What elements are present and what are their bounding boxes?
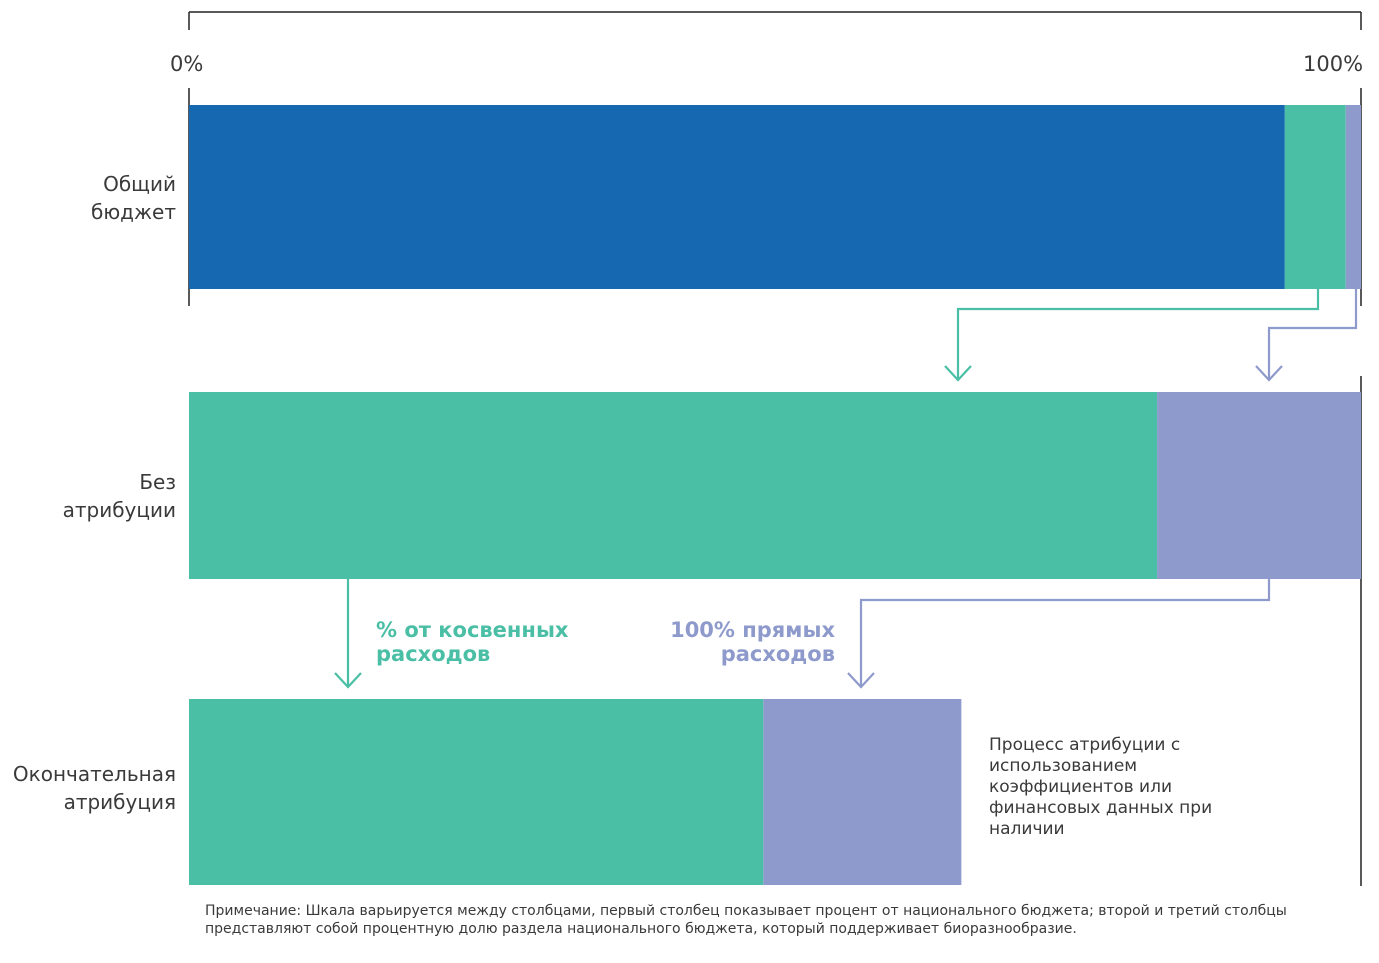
row-label-no-attribution: Без атрибуции bbox=[63, 468, 176, 524]
indirect-flow-arrow-1 bbox=[944, 289, 1320, 382]
direct-flow-arrow-2-line bbox=[859, 579, 1271, 687]
row-label-line: атрибуция bbox=[63, 790, 176, 814]
flow-label-line: 100% прямых bbox=[670, 618, 835, 642]
indirect-flow-arrow-1-head bbox=[944, 365, 972, 382]
flow-label-line: расходов bbox=[720, 642, 835, 666]
no-attribution-direct-segment bbox=[1157, 392, 1361, 579]
indirect-flow-arrow-2-head bbox=[334, 672, 362, 689]
direct-expenses-label: 100% прямых расходов bbox=[655, 618, 835, 666]
attribution-process-note: Процесс атрибуции с использованием коэфф… bbox=[989, 735, 1213, 839]
row-label-total-budget: Общий бюджет bbox=[91, 170, 176, 226]
total-budget-other-segment bbox=[189, 105, 1285, 289]
direct-flow-arrow-1-line bbox=[1267, 289, 1358, 380]
row-label-line: атрибуции bbox=[62, 498, 176, 522]
flow-label-line: % от косвенных bbox=[376, 618, 569, 642]
flow-arrows bbox=[334, 289, 1358, 689]
footnote: Примечание: Шкала варьируется между стол… bbox=[205, 903, 1287, 937]
row-label-final-attribution: Окончательная атрибуция bbox=[13, 760, 176, 816]
flow-label-line: расходов bbox=[376, 642, 491, 666]
direct-flow-arrow-2 bbox=[847, 579, 1271, 689]
row-label-line: Без bbox=[139, 470, 176, 494]
scale-start-label: 0% bbox=[170, 52, 204, 76]
row-label-line: Общий bbox=[103, 172, 176, 196]
row-label-line: бюджет bbox=[91, 200, 176, 224]
total-budget-indirect-segment bbox=[1284, 105, 1346, 289]
final-attribution-direct-segment bbox=[763, 699, 962, 885]
total-budget-direct-segment bbox=[1345, 105, 1361, 289]
direct-flow-arrow-1 bbox=[1255, 289, 1358, 382]
scale-end-label: 100% bbox=[1303, 52, 1364, 76]
direct-flow-arrow-2-head bbox=[847, 672, 875, 689]
final-attribution-indirect-segment bbox=[189, 699, 764, 885]
indirect-flow-arrow-1-line bbox=[956, 289, 1320, 380]
bars bbox=[189, 105, 1361, 885]
no-attribution-indirect-segment bbox=[189, 392, 1158, 579]
indirect-expenses-label: % от косвенных расходов bbox=[376, 618, 568, 666]
indirect-flow-arrow-2 bbox=[334, 579, 362, 689]
direct-flow-arrow-1-head bbox=[1255, 365, 1283, 382]
row-label-line: Окончательная bbox=[12, 762, 176, 786]
